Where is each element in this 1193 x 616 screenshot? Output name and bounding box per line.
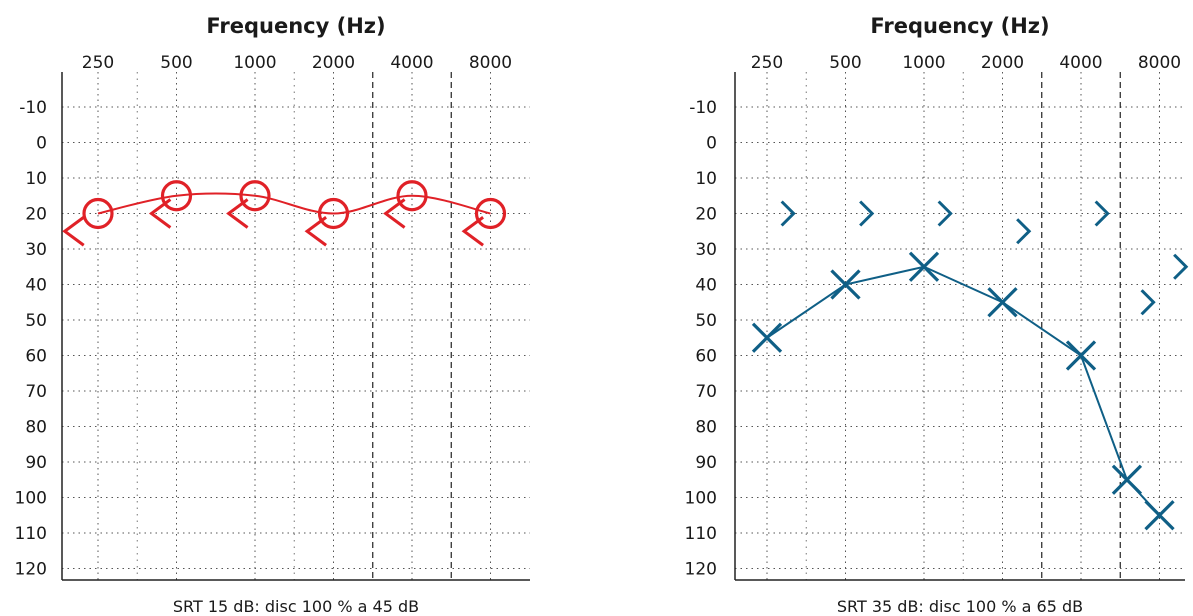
x-tick-label: 500 bbox=[160, 53, 192, 73]
chart-title: Frequency (Hz) bbox=[870, 14, 1049, 38]
y-tick-label: 50 bbox=[695, 311, 717, 331]
data-point-x bbox=[908, 251, 940, 282]
y-tick-label: 40 bbox=[695, 276, 717, 296]
y-tick-label: 10 bbox=[695, 169, 717, 189]
data-point-bone-right bbox=[1094, 200, 1110, 227]
y-tick-label: -10 bbox=[689, 98, 717, 118]
data-point-bone-right bbox=[859, 200, 875, 227]
y-tick-label: 10 bbox=[25, 169, 47, 189]
srt-caption: SRT 15 dB: disc 100 % a 45 dB bbox=[173, 597, 419, 616]
y-tick-label: 30 bbox=[25, 240, 47, 260]
data-point-circle bbox=[160, 180, 193, 212]
x-tick-label: 250 bbox=[82, 53, 114, 73]
data-point-bone-left bbox=[304, 216, 327, 247]
data-point-circle bbox=[474, 197, 507, 230]
y-tick-label: 100 bbox=[15, 489, 47, 509]
data-point-bone-right bbox=[1140, 289, 1156, 316]
data-point-bone-left bbox=[62, 216, 85, 247]
x-tick-label: 4000 bbox=[1059, 53, 1102, 73]
y-tick-label: 120 bbox=[15, 560, 47, 580]
data-point-bone-right bbox=[937, 200, 953, 227]
x-tick-label: 500 bbox=[829, 53, 861, 73]
data-point-bone-left bbox=[383, 198, 406, 229]
y-tick-label: 100 bbox=[685, 489, 717, 509]
y-tick-label: 110 bbox=[15, 524, 47, 544]
y-tick-label: 80 bbox=[25, 418, 47, 438]
x-tick-label: 4000 bbox=[390, 53, 433, 73]
y-tick-label: 0 bbox=[36, 134, 47, 154]
y-tick-label: 120 bbox=[685, 560, 717, 580]
y-tick-label: 90 bbox=[25, 453, 47, 473]
data-point-x bbox=[830, 269, 861, 300]
data-point-bone-left bbox=[226, 198, 249, 229]
y-tick-label: 30 bbox=[695, 240, 717, 260]
series-line bbox=[97, 192, 491, 215]
x-tick-label: 1000 bbox=[902, 53, 945, 73]
y-tick-label: 70 bbox=[695, 382, 717, 402]
y-tick-label: 110 bbox=[685, 524, 717, 544]
data-point-bone-right bbox=[1173, 253, 1189, 280]
data-point-x bbox=[751, 322, 783, 353]
data-point-circle bbox=[396, 180, 428, 212]
x-tick-label: 2000 bbox=[981, 53, 1024, 73]
data-point-circle bbox=[239, 180, 271, 212]
chart-title: Frequency (Hz) bbox=[206, 14, 385, 38]
y-tick-label: 70 bbox=[25, 382, 47, 402]
y-tick-label: 20 bbox=[695, 205, 717, 225]
y-tick-label: 40 bbox=[25, 276, 47, 296]
y-tick-label: -10 bbox=[19, 98, 47, 118]
y-tick-label: 60 bbox=[695, 347, 717, 367]
y-tick-label: 0 bbox=[706, 134, 717, 154]
data-point-bone-left bbox=[148, 198, 172, 229]
x-tick-label: 1000 bbox=[233, 53, 276, 73]
x-tick-label: 2000 bbox=[312, 53, 355, 73]
y-tick-label: 50 bbox=[25, 311, 47, 331]
y-tick-label: 80 bbox=[695, 418, 717, 438]
audiogram-panel-2: Frequency (Hz) 250 500 1000 2000 4000 8000 -10 0… bbox=[685, 14, 1189, 616]
audiogram-panel-1: Frequency (Hz) 250 500 1000 2000 4000 8000 -10 0… bbox=[15, 14, 530, 616]
y-tick-label: 90 bbox=[695, 453, 717, 473]
x-tick-label: 8000 bbox=[469, 53, 512, 73]
y-tick-label: 60 bbox=[25, 347, 47, 367]
data-point-x bbox=[1111, 464, 1143, 495]
x-tick-label: 250 bbox=[751, 53, 783, 73]
data-point-circle bbox=[82, 197, 114, 230]
data-point-bone-left bbox=[461, 216, 484, 247]
srt-caption: SRT 35 dB: disc 100 % a 65 dB bbox=[837, 597, 1083, 616]
data-point-bone-right bbox=[780, 200, 796, 227]
y-tick-label: 20 bbox=[25, 205, 47, 225]
data-point-x bbox=[1065, 340, 1097, 371]
data-point-circle bbox=[317, 197, 350, 230]
x-tick-label: 8000 bbox=[1138, 53, 1181, 73]
data-point-x bbox=[987, 287, 1018, 318]
data-point-x bbox=[1144, 500, 1175, 531]
data-point-bone-right bbox=[1016, 218, 1032, 245]
